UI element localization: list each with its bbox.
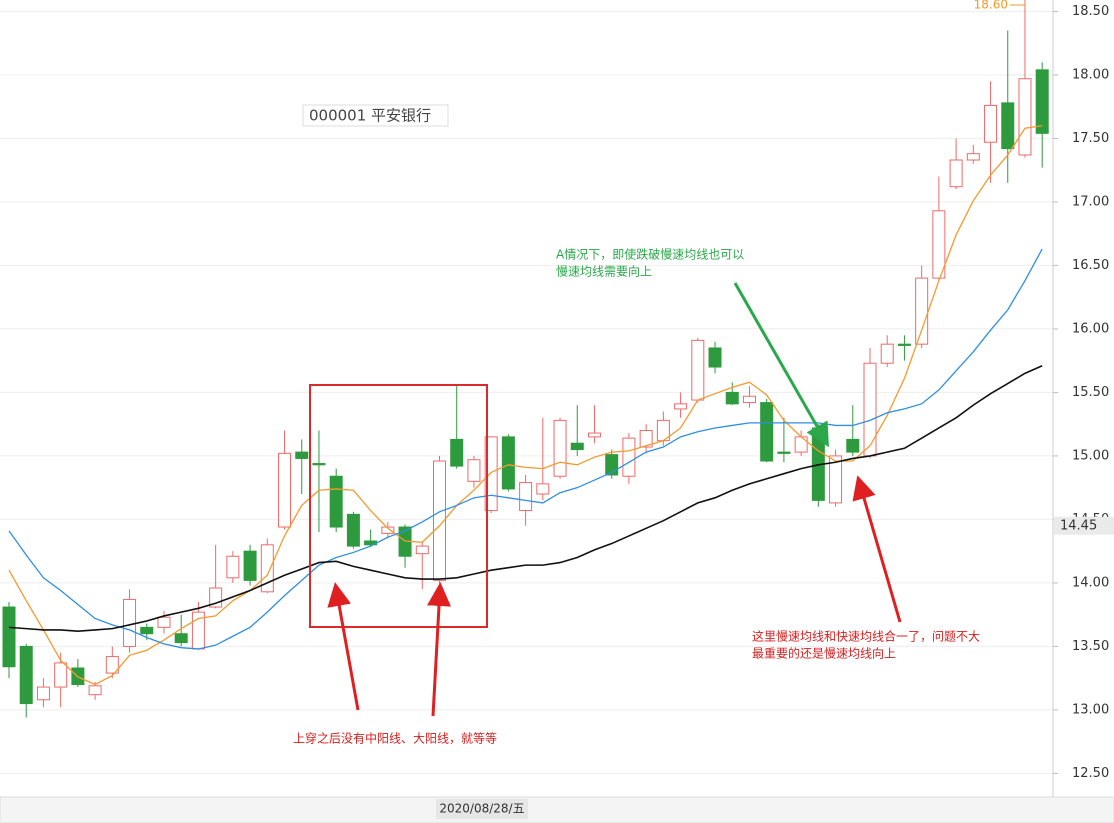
moving-average (8, 125, 1043, 686)
candle-body (381, 526, 395, 534)
candle-body (295, 451, 309, 459)
plot (2, 0, 1049, 718)
candle-body (36, 686, 50, 701)
candle-body (742, 395, 756, 404)
annotation: 最重要的还是慢速均线向上 (752, 646, 896, 661)
arrow (427, 582, 451, 717)
y-tick-label: 15.00 (1072, 448, 1109, 463)
candle-body (949, 159, 963, 188)
labels: 12.5013.0013.5014.0014.5015.0015.5016.00… (293, 0, 1114, 781)
candle-body (2, 606, 16, 668)
y-tick-label: 12.50 (1072, 766, 1109, 781)
candle-body (1001, 102, 1015, 150)
candle-body (226, 555, 240, 579)
candle-body (915, 277, 929, 345)
price-label-box (1054, 516, 1114, 535)
candle-body (536, 483, 550, 495)
candle-body (501, 436, 515, 490)
candle-body (984, 104, 998, 143)
annotation: 慢速均线需要向上 (556, 264, 652, 279)
candle-body (346, 513, 360, 547)
candle-body (157, 616, 171, 628)
candle-body (88, 685, 102, 696)
candle-body (329, 475, 343, 528)
candle-body (674, 403, 688, 410)
chart-title: 000001 平安银行 (309, 107, 431, 125)
candle-body (123, 598, 137, 647)
candle-body (415, 545, 429, 555)
candle-body (278, 452, 292, 528)
y-tick-label: 18.50 (1072, 4, 1109, 19)
candle-body (587, 432, 601, 438)
annotation: A情况下，即使跌破慢速均线也可以 (556, 247, 744, 262)
y-tick-label: 14.00 (1072, 575, 1109, 590)
candle-body (760, 402, 774, 462)
candle-body (691, 339, 705, 401)
candle-body (966, 153, 980, 161)
candle-body (794, 436, 808, 453)
y-tick-label: 13.50 (1072, 639, 1109, 654)
candle-body (174, 633, 188, 644)
candle-body (639, 430, 653, 448)
y-tick-label: 13.00 (1072, 702, 1109, 717)
candle-body (519, 482, 533, 512)
candle-body (863, 362, 877, 457)
y-tick-label: 17.50 (1072, 131, 1109, 146)
candle-body (243, 550, 257, 581)
candle-body (19, 645, 33, 705)
candle-body (897, 343, 911, 346)
candle-body (54, 662, 68, 688)
annotation: 上穿之后没有中阳线、大阳线，就等等 (293, 731, 497, 746)
candle-body (725, 391, 739, 405)
highlight-box (309, 384, 488, 628)
grid (0, 10, 1058, 774)
moving-average (8, 365, 1043, 632)
y-tick-label: 17.00 (1072, 194, 1109, 209)
date-box (436, 799, 528, 819)
arrow (852, 475, 902, 623)
max-label: 18.60 (974, 0, 1008, 12)
candle-body (846, 438, 860, 453)
candle-body (484, 436, 498, 512)
candle-body (467, 459, 481, 482)
y-tick-label: 16.00 (1072, 321, 1109, 336)
footer (0, 796, 1114, 823)
y-tick-label: 16.50 (1072, 258, 1109, 273)
title-box (302, 104, 449, 127)
candle-body (105, 656, 119, 674)
candle-body (260, 544, 274, 593)
y-tick-label: 15.50 (1072, 385, 1109, 400)
candle-body (1018, 78, 1032, 156)
date-label: 2020/08/28/五 (439, 802, 524, 816)
candle-body (433, 460, 446, 581)
arrow (327, 582, 360, 711)
candle-body (880, 343, 894, 364)
candle-body (622, 437, 636, 477)
price-label: 14.45 (1060, 518, 1097, 533)
candle-body (570, 442, 584, 451)
annotation: 这里慢速均线和快速均线合一了，问题不大 (752, 629, 980, 644)
candle-body (450, 438, 464, 467)
candle-body (140, 626, 154, 635)
candle-body (1035, 69, 1049, 134)
candle-body (312, 463, 326, 466)
moving-average (8, 248, 1043, 650)
candle-body (829, 455, 843, 504)
candle-body (777, 451, 791, 454)
candle-body (932, 210, 946, 279)
candle-body (553, 419, 567, 477)
candle-body (708, 347, 722, 368)
candle-body (605, 454, 619, 476)
arrow (733, 282, 829, 448)
y-tick-label: 18.00 (1072, 67, 1109, 82)
